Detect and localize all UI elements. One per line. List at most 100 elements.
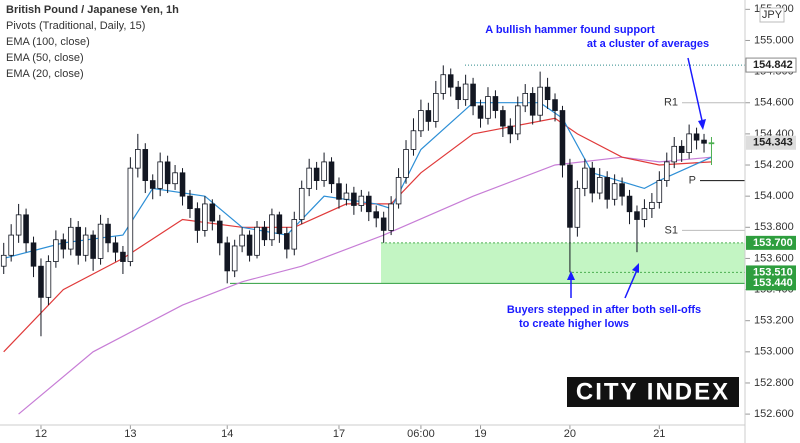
x-tick-label: 17 [333, 428, 345, 440]
price-label-box [745, 57, 797, 73]
candle-body [403, 149, 409, 178]
candle-body [15, 214, 22, 236]
candle-body [380, 217, 387, 231]
candle-body [239, 234, 245, 247]
candle-body [507, 125, 514, 135]
y-tick-label: 153.800 [754, 221, 794, 233]
price-label-box [746, 135, 796, 150]
candle-body [537, 86, 543, 116]
y-tick-label: 155.000 [754, 34, 794, 46]
candle-body [470, 83, 476, 107]
price-label-box [746, 235, 796, 250]
candle-body [53, 239, 59, 262]
candle-body [373, 211, 380, 219]
candle-body [418, 110, 424, 132]
candle-body [194, 208, 201, 231]
legend-entry: EMA (20, close) [6, 68, 84, 80]
candle-body [492, 96, 499, 111]
currency: JPY [762, 9, 783, 21]
annotation: A bullish hammer found support [485, 24, 655, 36]
candle-body [485, 96, 491, 119]
price-label: 153.510 [753, 266, 793, 278]
candle-body [447, 74, 454, 88]
price-label-box [746, 265, 796, 280]
candle-body [90, 234, 96, 259]
candle-body [649, 201, 655, 210]
candle-body [246, 234, 253, 256]
candle-body [149, 180, 156, 189]
chart-title: British Pound / Japanese Yen, 1h [6, 4, 179, 16]
annotation: Buyers stepped in after both sell-offs [507, 304, 701, 316]
price-label: 154.842 [753, 59, 793, 71]
logo: CITY INDEX [576, 378, 730, 405]
candle-body [179, 172, 186, 197]
candle-body [477, 105, 484, 119]
candle-body [284, 233, 290, 250]
candle-body [45, 261, 52, 298]
y-tick-label: 153.600 [754, 252, 794, 264]
candle-body [522, 93, 529, 107]
candle-body [75, 226, 82, 256]
x-tick-label: 12 [35, 428, 47, 440]
price-label: 153.700 [753, 237, 793, 249]
candle-body [708, 142, 715, 145]
arrow-head [567, 271, 575, 280]
arrow-head [698, 119, 706, 130]
legend-entry: EMA (100, close) [6, 36, 90, 48]
legend-entry: EMA (50, close) [6, 52, 84, 64]
candle-body [216, 220, 223, 244]
candle-body [671, 145, 678, 163]
candle-body [172, 172, 178, 185]
candle-body [701, 139, 707, 144]
candle-body [254, 226, 260, 256]
candle-body [97, 223, 104, 259]
y-tick-label: 153.000 [754, 346, 794, 358]
candle-body [30, 242, 37, 267]
candle-body [641, 208, 648, 220]
candle-body [157, 161, 163, 189]
candle-body [365, 195, 372, 213]
candle-body [105, 223, 111, 244]
candle-body [611, 183, 618, 200]
y-tick-label: 152.600 [754, 408, 794, 420]
candle-body [410, 130, 417, 150]
candle-body [60, 239, 67, 250]
ema-line [3, 102, 712, 259]
candle-body [276, 214, 283, 234]
candle-body [663, 161, 670, 181]
pivot-label: S1 [665, 224, 678, 236]
candle-body [231, 245, 238, 272]
candle-body [455, 86, 461, 101]
candle-body [425, 110, 432, 122]
candle-body [209, 203, 216, 222]
x-tick-label: 14 [221, 428, 233, 440]
arrow-head [632, 263, 639, 273]
pivot-label: P [689, 174, 696, 186]
currency-box [759, 7, 785, 23]
candle-body [552, 99, 558, 111]
candle-body [298, 187, 305, 220]
candle-body [462, 83, 469, 101]
candle-body [440, 74, 447, 94]
logo-box [567, 377, 739, 407]
price-label-box [746, 276, 796, 291]
candle-body [0, 254, 7, 267]
candle-body [82, 234, 89, 256]
candle-body [559, 110, 566, 166]
candle-body [358, 195, 365, 206]
candle-body [8, 234, 14, 256]
candle-body [67, 226, 74, 250]
candle-body [291, 219, 298, 250]
candle-body [388, 203, 394, 231]
x-tick-label: 06:00 [407, 428, 435, 440]
candle-body [23, 214, 29, 244]
candle-body [120, 251, 126, 262]
candle-body [619, 183, 625, 197]
candle-body [634, 211, 640, 220]
candle-body [693, 133, 700, 141]
candle-body [336, 183, 342, 200]
candle-body [38, 265, 44, 298]
candle-body [544, 86, 551, 101]
